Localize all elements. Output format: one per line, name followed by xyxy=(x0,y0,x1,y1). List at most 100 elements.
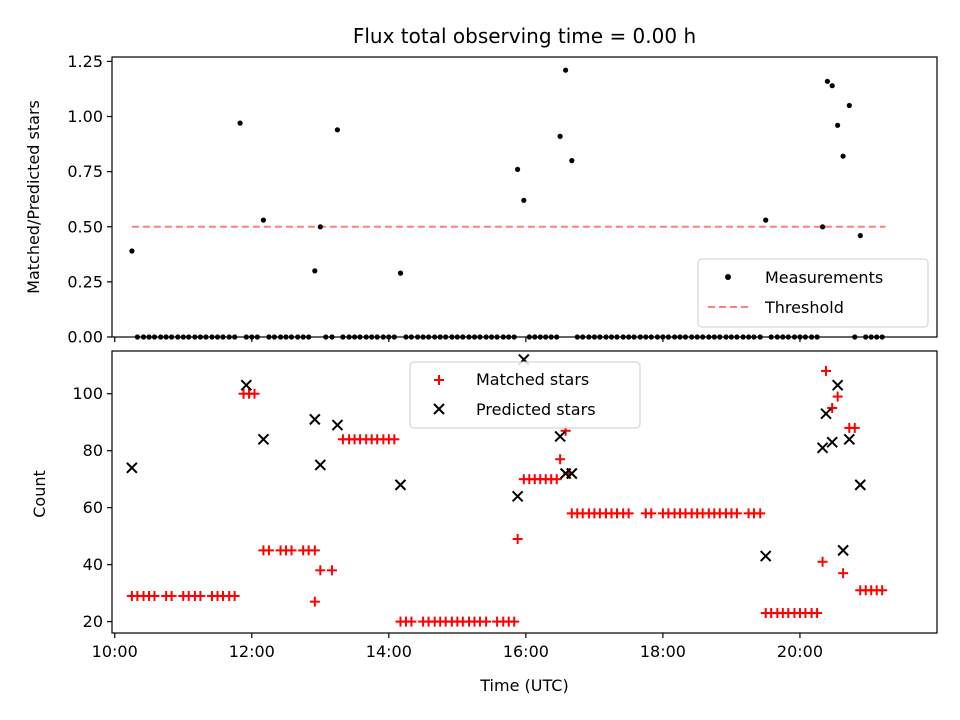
predicted-star-point xyxy=(843,433,855,446)
legend-threshold-label: Threshold xyxy=(764,298,844,317)
predicted-star-point xyxy=(554,430,566,443)
matched-star-point xyxy=(389,434,400,445)
bottom-x-tick-label: 18:00 xyxy=(640,642,686,661)
top-y-tick-label: 0.75 xyxy=(67,162,103,181)
matched-star-point xyxy=(326,565,337,576)
measurement-point xyxy=(334,127,340,133)
top-y-axis-label: Matched/Predicted stars xyxy=(24,100,43,294)
measurement-point xyxy=(824,78,831,84)
legend-predicted-marker xyxy=(433,403,445,415)
legend-measurements-marker xyxy=(725,274,731,280)
predicted-star-point xyxy=(394,479,407,491)
measurement-point xyxy=(835,122,841,128)
bottom-y-axis: 20 40 60 80 100 xyxy=(72,384,112,631)
matched-star-point xyxy=(817,556,828,567)
measurement-point xyxy=(820,224,826,230)
top-y-axis: 0.00 0.25 0.50 0.75 1.00 1.25 xyxy=(67,52,112,347)
matched-star-point xyxy=(551,474,562,485)
predicted-star-point xyxy=(816,442,829,454)
bottom-y-tick-label: 100 xyxy=(72,384,103,403)
predicted-star-point xyxy=(257,433,270,446)
top-axes-frame xyxy=(111,56,938,338)
matched-star-point xyxy=(315,565,326,576)
matched-star-point xyxy=(555,454,566,465)
matched-star-point xyxy=(149,590,160,601)
matched-star-point xyxy=(286,545,297,556)
measurement-point xyxy=(312,268,318,274)
bottom-axes-frame xyxy=(111,350,938,634)
measurement-point xyxy=(129,248,135,254)
legend-predicted-label: Predicted stars xyxy=(476,400,596,419)
top-y-tick-label: 0.50 xyxy=(67,217,103,236)
bottom-x-tick-label: 20:00 xyxy=(777,642,823,661)
top-y-tick-label: 0.00 xyxy=(67,328,103,347)
bottom-x-tick-label: 16:00 xyxy=(503,642,549,661)
matched-star-point xyxy=(309,545,320,556)
x-axis-label: Time (UTC) xyxy=(479,676,568,695)
predicted-star-point xyxy=(511,490,524,502)
predicted-star-point xyxy=(314,459,327,471)
top-x-axis xyxy=(114,337,801,342)
legend-matched-label: Matched stars xyxy=(476,370,589,389)
measurement-point xyxy=(763,217,769,223)
predicted-star-point xyxy=(837,544,849,557)
matched-star-point xyxy=(755,508,766,519)
predicted-star-point xyxy=(831,379,844,391)
measurement-point xyxy=(829,83,835,89)
predicted-star-point xyxy=(759,550,772,562)
bottom-legend: Matched stars Predicted stars xyxy=(409,361,641,429)
top-y-tick-label: 1.00 xyxy=(67,107,103,126)
count-points xyxy=(126,353,888,627)
legend-measurements-label: Measurements xyxy=(765,268,883,287)
bottom-y-tick-label: 80 xyxy=(83,441,103,460)
measurement-point xyxy=(846,102,852,109)
measurement-point xyxy=(840,153,846,159)
bottom-x-tick-label: 10:00 xyxy=(92,642,138,661)
predicted-star-point xyxy=(820,407,832,420)
matched-star-point xyxy=(166,590,177,601)
top-legend: Measurements Threshold xyxy=(697,258,929,328)
measurement-point xyxy=(237,120,243,126)
matched-star-point xyxy=(838,568,849,579)
bottom-x-tick-label: 12:00 xyxy=(229,642,275,661)
top-panel: Flux total observing time = 0.00 h 0.00 0… xyxy=(24,24,938,347)
predicted-star-point xyxy=(331,419,344,431)
measurement-point xyxy=(557,133,563,139)
measurement-point xyxy=(563,67,569,73)
bottom-y-tick-label: 60 xyxy=(83,498,103,517)
bottom-x-tick-label: 14:00 xyxy=(366,642,412,661)
bottom-panel: 20 40 60 80 100 10:00 12:00 14:00 16:00 18:00 20:… xyxy=(30,350,938,695)
matched-star-point xyxy=(481,616,492,627)
matched-star-point xyxy=(263,545,274,556)
bottom-y-axis-label: Count xyxy=(30,470,49,518)
measurement-point xyxy=(515,166,521,172)
predicted-star-point xyxy=(126,462,138,474)
matched-star-point xyxy=(229,590,240,601)
bottom-y-tick-label: 40 xyxy=(83,555,103,574)
measurement-point xyxy=(397,270,404,276)
predicted-star-point xyxy=(566,467,578,480)
top-legend-box xyxy=(697,258,929,328)
matched-star-point xyxy=(731,508,742,519)
matched-star-point xyxy=(877,585,888,596)
matched-star-point xyxy=(812,608,823,619)
predicted-star-point xyxy=(826,436,838,448)
matched-star-point xyxy=(646,508,657,519)
matched-star-point xyxy=(195,590,206,601)
predicted-star-point xyxy=(309,413,321,426)
matched-star-point xyxy=(406,616,417,627)
matched-star-point xyxy=(309,596,320,607)
matched-star-point xyxy=(509,616,520,627)
matched-star-point xyxy=(249,388,260,399)
matched-star-point xyxy=(623,508,634,519)
legend-matched-marker xyxy=(434,375,444,385)
matched-star-point xyxy=(512,534,523,544)
measurement-point xyxy=(260,217,266,223)
predicted-star-point xyxy=(854,479,866,491)
measurement-point xyxy=(857,233,863,239)
matched-star-point xyxy=(827,402,838,413)
top-y-tick-label: 0.25 xyxy=(67,272,103,291)
top-chart-title: Flux total observing time = 0.00 h xyxy=(353,24,696,48)
bottom-x-axis: 10:00 12:00 14:00 16:00 18:00 20:00 xyxy=(92,633,823,661)
